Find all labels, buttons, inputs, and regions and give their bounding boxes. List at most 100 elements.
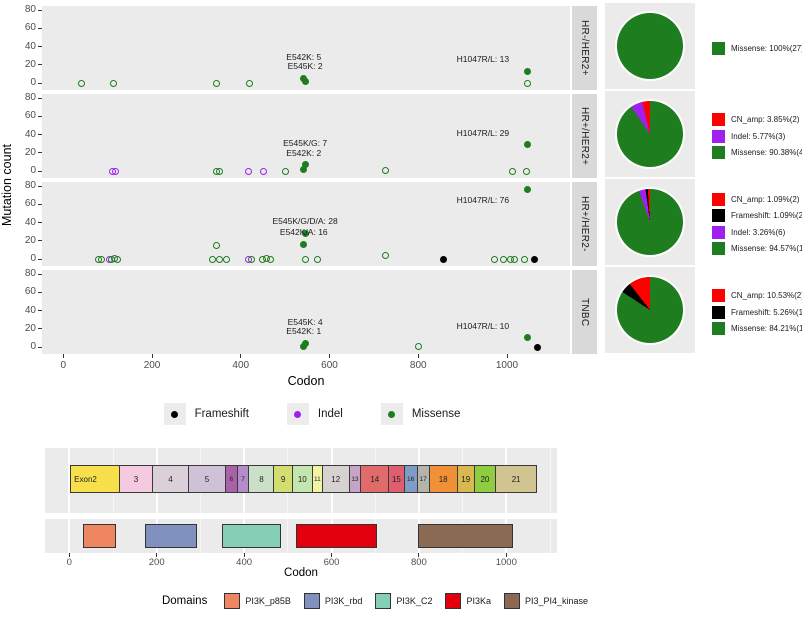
y-tick-mark	[38, 170, 42, 172]
mutation-point-missense	[381, 166, 389, 174]
domain-legend-items: PI3K_p85B PI3K_rbd PI3K_C2 PI3Ka PI3_PI4_kin…	[224, 593, 588, 609]
y-tick-mark	[38, 240, 42, 242]
facet-strip-label: HR-/HER2+	[579, 20, 590, 76]
track-x-tick-mark	[156, 553, 158, 557]
y-tick-label: 80	[24, 268, 36, 279]
x-tick-label: 0	[60, 360, 67, 371]
mutation-point-missense	[301, 339, 309, 347]
pie-legend-item: Missense: 84.21%(16)	[712, 320, 802, 337]
mutation-point-missense	[510, 255, 518, 263]
legend-swatch	[712, 192, 725, 206]
track-x-tick-label: 1000	[495, 557, 517, 568]
gridline	[549, 519, 551, 553]
domain-box-pi3k_c2	[222, 524, 282, 548]
mutation-point-missense	[113, 255, 121, 263]
legend-text: Missense: 90.38%(47)	[731, 148, 802, 157]
y-tick-mark	[38, 46, 42, 47]
track-x-tick-label: 400	[236, 557, 253, 568]
legend-swatch	[712, 146, 725, 159]
legend-swatch	[712, 305, 725, 319]
y-tick-mark	[38, 82, 42, 84]
y-tick-label: 40	[24, 128, 36, 140]
mutation-point-indel	[260, 167, 268, 175]
x-tick-label: 1000	[495, 360, 519, 371]
mutation-point-missense	[300, 165, 308, 173]
legend-text: Indel: 3.26%(6)	[731, 227, 786, 237]
legend-text: Missense: 100%(27)	[731, 43, 802, 53]
legend-text: PI3K_p85B	[245, 596, 291, 606]
exon-box-9: 9	[273, 465, 293, 493]
y-tick-mark	[38, 310, 42, 311]
exon-box-12: 12	[321, 465, 350, 493]
y-tick-mark	[38, 134, 42, 135]
legend-swatch	[712, 225, 725, 239]
mutation-point-missense	[245, 79, 253, 87]
pie-chart	[617, 101, 683, 167]
domain-legend-item: PI3Ka	[445, 593, 491, 609]
pie-legend-item: Missense: 90.38%(47)	[712, 144, 802, 161]
pie-legend-item: Indel: 5.77%(3)	[712, 128, 802, 145]
y-tick-label: 0	[30, 77, 36, 88]
mutation-point-indel	[244, 167, 252, 175]
track-x-tick-mark	[68, 553, 70, 557]
mutation-point-missense	[209, 255, 217, 263]
facet-strip-label: TNBC	[579, 297, 590, 327]
mutation-legend-item: Missense	[380, 403, 461, 425]
y-tick-mark	[38, 185, 42, 187]
legend-text: PI3K_C2	[396, 596, 433, 606]
mutation-point-missense	[414, 342, 422, 350]
y-tick-mark	[38, 291, 42, 293]
mutation-point-missense	[215, 167, 223, 175]
legend-text: Missense	[411, 408, 461, 420]
hotspot-label: E545K: 4	[287, 316, 323, 327]
exon-box-20: 20	[473, 465, 497, 493]
gridline	[68, 519, 71, 553]
track-x-tick-label: 800	[410, 557, 427, 568]
mutation-point-missense	[524, 334, 532, 342]
exon-box-8: 8	[248, 465, 275, 493]
y-tick-label: 40	[24, 304, 36, 316]
mutation-legend-item: Indel	[286, 403, 343, 425]
pie-chart	[617, 189, 683, 255]
x-tick-label: 400	[232, 360, 250, 371]
y-tick-mark	[38, 222, 42, 223]
domain-legend-title: Domains	[161, 595, 208, 607]
mutation-point-missense	[248, 255, 256, 263]
domain-legend-item: PI3K_rbd	[303, 593, 362, 609]
pie-legend-item: Missense: 94.57%(174)	[712, 241, 802, 258]
domain-box-pi3k_rbd	[144, 524, 197, 548]
hotspot-label: E542K/A: 16	[279, 227, 328, 238]
pie-legend: Missense: 100%(27)	[712, 40, 802, 57]
mutation-point-frameshift	[439, 255, 447, 263]
hotspot-label: H1047R/L: 29	[456, 127, 510, 138]
frameshift-dot-icon	[171, 410, 179, 418]
legend-text: Frameshift: 1.09%(2)	[731, 211, 802, 221]
mutation-point-frameshift	[533, 343, 541, 351]
y-tick-label: 20	[24, 234, 36, 246]
facet-strip-label: HR+/HER2-	[579, 196, 590, 252]
hotspot-label: E542K: 2	[286, 147, 322, 158]
y-tick-label: 20	[24, 58, 36, 70]
hotspot-label: E542K: 1	[286, 326, 322, 337]
missense-dot-icon	[388, 410, 396, 418]
indel-dot-icon	[294, 410, 302, 418]
track-x-axis-label: Codon	[284, 567, 318, 579]
gridline	[199, 519, 201, 553]
exon-box-16: 16	[403, 465, 418, 493]
track-x-tick-label: 0	[66, 557, 72, 568]
legend-text: Indel	[317, 408, 343, 420]
hotspot-label: H1047R/L: 76	[456, 194, 510, 205]
legend-swatch	[712, 41, 725, 55]
legend-key	[380, 403, 403, 425]
y-tick-label: 60	[24, 22, 36, 34]
y-tick-mark	[38, 152, 42, 154]
mutation-point-missense	[212, 241, 220, 249]
legend-text: Missense: 84.21%(16)	[731, 324, 802, 333]
mutation-point-frameshift	[531, 255, 539, 263]
legend-text: CN_amp: 3.85%(2)	[731, 115, 800, 124]
legend-swatch	[445, 593, 462, 609]
hotspot-label: H1047R/L: 13	[456, 54, 510, 65]
y-tick-label: 0	[30, 253, 36, 264]
mutation-point-missense	[313, 255, 321, 263]
mutation-point-missense	[302, 255, 310, 263]
